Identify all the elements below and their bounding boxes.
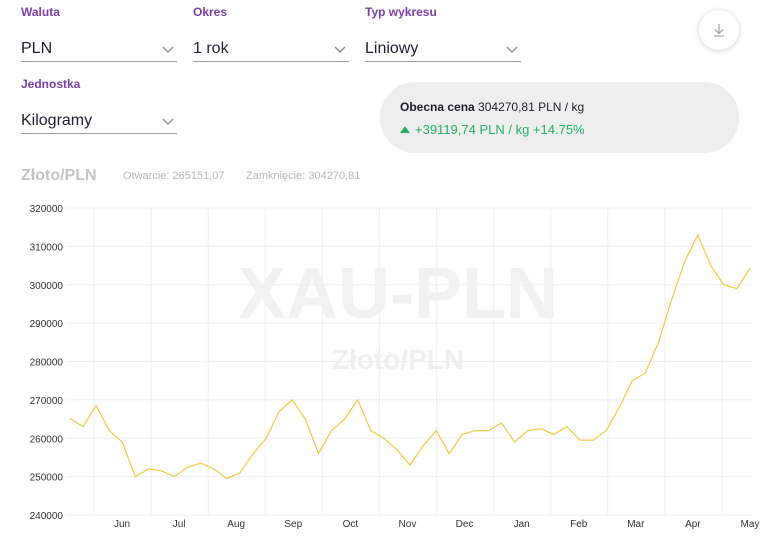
x-tick-label: Oct [343,519,359,530]
chart-watermark-sub: Złoto/PLN [332,344,464,375]
current-price-label: Obecna cena [400,100,475,114]
download-button[interactable] [699,10,739,50]
chart-type-value: Liniowy [365,40,419,57]
y-tick-label: 290000 [30,319,64,330]
period-label: Okres [193,5,228,19]
y-axis: 320000 310000 300000 290000 280000 270000 2600… [30,204,64,522]
x-tick-label: Aug [227,519,245,530]
y-tick-label: 240000 [30,511,64,522]
arrow-up-icon [400,126,410,133]
x-tick-label: Jul [173,519,186,530]
x-axis: Jun Jul Aug Sep Oct Nov Dec Jan Feb Mar Apr May [114,519,760,530]
x-tick-label: Dec [456,519,474,530]
price-change: +39119,74 PLN / kg +14.75% [400,122,585,137]
y-tick-label: 280000 [30,358,64,369]
current-price-panel: Obecna cena 304270,81 PLN / kg +39119,74… [380,82,739,153]
currency-value: PLN [21,40,53,57]
chevron-down-icon [506,46,518,53]
x-tick-label: Nov [399,519,417,530]
unit-select[interactable]: Kilogramy [21,109,177,134]
currency-label: Waluta [21,5,60,19]
price-change-value: +39119,74 PLN / kg +14.75% [415,122,585,137]
period-value: 1 rok [193,40,229,57]
unit-select-wrap: Kilogramy [21,89,177,134]
download-icon [714,24,724,37]
x-tick-label: May [741,519,760,530]
chart-type-label: Typ wykresu [365,5,437,19]
x-tick-label: Apr [685,519,701,530]
chart-type-select-wrap: Liniowy [365,17,521,62]
period-select-wrap: 1 rok [193,17,349,62]
chart-watermark: XAU-PLN [238,254,558,334]
chevron-down-icon [162,46,174,53]
y-tick-label: 270000 [30,396,64,407]
y-tick-label: 250000 [30,473,64,484]
currency-select-wrap: PLN [21,17,177,62]
chart-type-field: Typ wykresu [365,5,521,19]
price-chart: XAU-PLN Złoto/PLN 320000 310000 300000 2900… [30,204,760,530]
x-tick-label: Sep [284,519,302,530]
y-tick-label: 260000 [30,434,64,445]
x-tick-label: Jan [514,519,530,530]
chevron-down-icon [334,46,346,53]
current-price: Obecna cena 304270,81 PLN / kg [400,100,584,114]
currency-field: Waluta [21,5,177,19]
period-field: Okres [193,5,349,19]
x-tick-label: Jun [114,519,130,530]
current-price-value: 304270,81 PLN / kg [478,100,585,114]
close-value: Zamknięcie: 304270,81 [246,170,361,182]
unit-field: Jednostka [21,77,177,91]
currency-select[interactable]: PLN [21,37,177,62]
chevron-down-icon [162,118,174,125]
y-tick-label: 310000 [30,242,64,253]
x-tick-label: Feb [570,519,588,530]
period-select[interactable]: 1 rok [193,37,349,62]
y-tick-label: 300000 [30,281,64,292]
unit-label: Jednostka [21,77,81,91]
chart-grid [66,207,752,516]
unit-value: Kilogramy [21,112,93,129]
x-tick-label: Mar [627,519,645,530]
y-tick-label: 320000 [30,204,64,215]
chart-type-select[interactable]: Liniowy [365,37,521,62]
open-value: Otwarcie: 265151,07 [123,170,225,182]
price-series-line [69,233,751,480]
chart-title: Złoto/PLN [21,167,97,184]
